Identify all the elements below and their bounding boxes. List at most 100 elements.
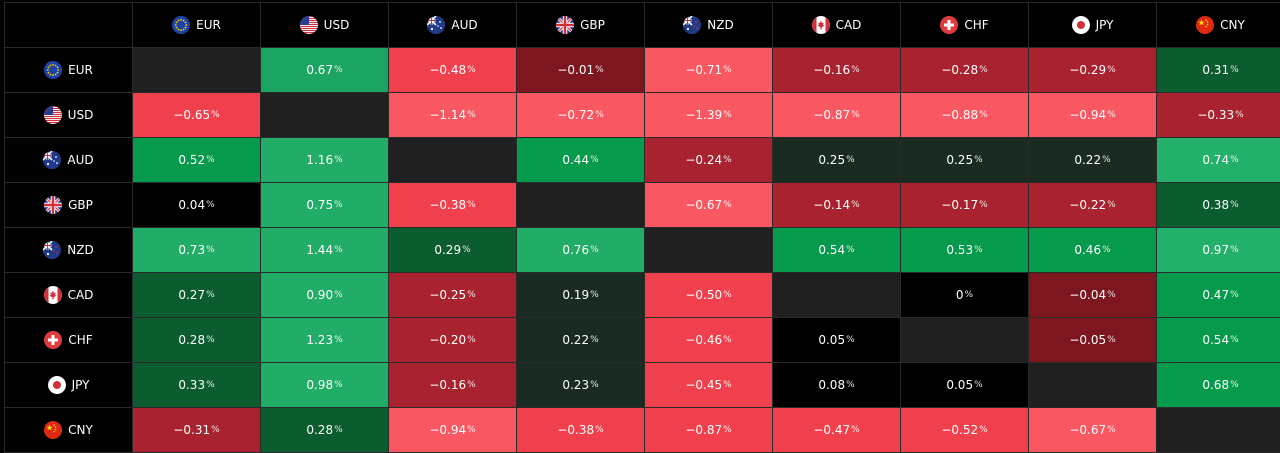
heatmap-cell-gbp-usd[interactable]: 0.75%	[261, 183, 388, 227]
heatmap-cell-cny-eur[interactable]: −0.31%	[133, 408, 260, 452]
row-header-aud[interactable]: AUD	[5, 138, 132, 182]
cell-unit: %	[1107, 290, 1116, 300]
heatmap-cell-cny-jpy[interactable]: −0.67%	[1029, 408, 1156, 452]
column-header-gbp[interactable]: GBP	[517, 3, 644, 47]
heatmap-cell-cny-gbp[interactable]: −0.38%	[517, 408, 644, 452]
heatmap-cell-usd-cad[interactable]: −0.87%	[773, 93, 900, 137]
heatmap-cell-eur-nzd[interactable]: −0.71%	[645, 48, 772, 92]
heatmap-cell-aud-cny[interactable]: 0.74%	[1157, 138, 1280, 182]
heatmap-cell-cny-nzd[interactable]: −0.87%	[645, 408, 772, 452]
column-header-jpy[interactable]: JPY	[1029, 3, 1156, 47]
heatmap-cell-eur-gbp[interactable]: −0.01%	[517, 48, 644, 92]
heatmap-cell-gbp-eur[interactable]: 0.04%	[133, 183, 260, 227]
column-header-cny[interactable]: CNY	[1157, 3, 1280, 47]
heatmap-cell-jpy-chf[interactable]: 0.05%	[901, 363, 1028, 407]
heatmap-cell-cad-cny[interactable]: 0.47%	[1157, 273, 1280, 317]
heatmap-cell-jpy-aud[interactable]: −0.16%	[389, 363, 516, 407]
heatmap-cell-usd-cny[interactable]: −0.33%	[1157, 93, 1280, 137]
heatmap-cell-eur-cad[interactable]: −0.16%	[773, 48, 900, 92]
heatmap-cell-cad-usd[interactable]: 0.90%	[261, 273, 388, 317]
cell-value: 1.23	[306, 333, 334, 347]
ch-flag-icon	[940, 16, 959, 34]
heatmap-cell-nzd-usd[interactable]: 1.44%	[261, 228, 388, 272]
heatmap-cell-nzd-chf[interactable]: 0.53%	[901, 228, 1028, 272]
heatmap-cell-gbp-cny[interactable]: 0.38%	[1157, 183, 1280, 227]
cell-value: 0	[955, 288, 964, 302]
cell-value: 0.74	[1202, 153, 1230, 167]
column-header-cad[interactable]: CAD	[773, 3, 900, 47]
heatmap-cell-gbp-jpy[interactable]: −0.22%	[1029, 183, 1156, 227]
heatmap-cell-chf-nzd[interactable]: −0.46%	[645, 318, 772, 362]
heatmap-cell-jpy-nzd[interactable]: −0.45%	[645, 363, 772, 407]
heatmap-cell-usd-chf[interactable]: −0.88%	[901, 93, 1028, 137]
heatmap-cell-aud-nzd[interactable]: −0.24%	[645, 138, 772, 182]
row-header-cad[interactable]: CAD	[5, 273, 132, 317]
column-header-eur[interactable]: EUR	[133, 3, 260, 47]
heatmap-cell-cad-aud[interactable]: −0.25%	[389, 273, 516, 317]
heatmap-cell-nzd-jpy[interactable]: 0.46%	[1029, 228, 1156, 272]
heatmap-cell-cad-chf[interactable]: 0%	[901, 273, 1028, 317]
row-header-gbp[interactable]: GBP	[5, 183, 132, 227]
heatmap-cell-chf-gbp[interactable]: 0.22%	[517, 318, 644, 362]
cell-value: 1.44	[306, 243, 334, 257]
row-header-chf[interactable]: CHF	[5, 318, 132, 362]
heatmap-cell-eur-usd[interactable]: 0.67%	[261, 48, 388, 92]
heatmap-cell-aud-jpy[interactable]: 0.22%	[1029, 138, 1156, 182]
heatmap-cell-cad-eur[interactable]: 0.27%	[133, 273, 260, 317]
heatmap-cell-jpy-cad[interactable]: 0.08%	[773, 363, 900, 407]
heatmap-cell-usd-gbp[interactable]: −0.72%	[517, 93, 644, 137]
heatmap-cell-usd-eur[interactable]: −0.65%	[133, 93, 260, 137]
heatmap-cell-eur-aud[interactable]: −0.48%	[389, 48, 516, 92]
cell-value: −0.01	[557, 63, 595, 77]
heatmap-cell-cny-aud[interactable]: −0.94%	[389, 408, 516, 452]
heatmap-cell-chf-aud[interactable]: −0.20%	[389, 318, 516, 362]
heatmap-cell-jpy-usd[interactable]: 0.98%	[261, 363, 388, 407]
heatmap-cell-aud-gbp[interactable]: 0.44%	[517, 138, 644, 182]
heatmap-cell-cny-chf[interactable]: −0.52%	[901, 408, 1028, 452]
heatmap-cell-aud-eur[interactable]: 0.52%	[133, 138, 260, 182]
heatmap-cell-gbp-aud[interactable]: −0.38%	[389, 183, 516, 227]
heatmap-cell-cad-gbp[interactable]: 0.19%	[517, 273, 644, 317]
heatmap-cell-nzd-cny[interactable]: 0.97%	[1157, 228, 1280, 272]
heatmap-cell-nzd-cad[interactable]: 0.54%	[773, 228, 900, 272]
heatmap-cell-gbp-cad[interactable]: −0.14%	[773, 183, 900, 227]
heatmap-cell-usd-aud[interactable]: −1.14%	[389, 93, 516, 137]
cell-value: 0.31	[1202, 63, 1230, 77]
heatmap-cell-nzd-gbp[interactable]: 0.76%	[517, 228, 644, 272]
column-header-aud[interactable]: AUD	[389, 3, 516, 47]
column-header-usd[interactable]: USD	[261, 3, 388, 47]
heatmap-cell-chf-cny[interactable]: 0.54%	[1157, 318, 1280, 362]
heatmap-cell-aud-chf[interactable]: 0.25%	[901, 138, 1028, 182]
heatmap-cell-cny-usd[interactable]: 0.28%	[261, 408, 388, 452]
row-header-jpy[interactable]: JPY	[5, 363, 132, 407]
heatmap-cell-chf-usd[interactable]: 1.23%	[261, 318, 388, 362]
column-header-chf[interactable]: CHF	[901, 3, 1028, 47]
heatmap-cell-cny-cad[interactable]: −0.47%	[773, 408, 900, 452]
heatmap-cell-usd-jpy[interactable]: −0.94%	[1029, 93, 1156, 137]
cell-unit: %	[334, 290, 343, 300]
row-header-usd[interactable]: USD	[5, 93, 132, 137]
row-header-eur[interactable]: EUR	[5, 48, 132, 92]
heatmap-cell-chf-jpy[interactable]: −0.05%	[1029, 318, 1156, 362]
heatmap-cell-usd-nzd[interactable]: −1.39%	[645, 93, 772, 137]
heatmap-cell-chf-eur[interactable]: 0.28%	[133, 318, 260, 362]
column-header-nzd[interactable]: NZD	[645, 3, 772, 47]
heatmap-cell-gbp-chf[interactable]: −0.17%	[901, 183, 1028, 227]
heatmap-cell-jpy-eur[interactable]: 0.33%	[133, 363, 260, 407]
heatmap-cell-nzd-eur[interactable]: 0.73%	[133, 228, 260, 272]
heatmap-cell-eur-chf[interactable]: −0.28%	[901, 48, 1028, 92]
heatmap-cell-aud-cad[interactable]: 0.25%	[773, 138, 900, 182]
heatmap-cell-eur-jpy[interactable]: −0.29%	[1029, 48, 1156, 92]
cell-value: 0.44	[562, 153, 590, 167]
heatmap-cell-jpy-gbp[interactable]: 0.23%	[517, 363, 644, 407]
heatmap-cell-chf-cad[interactable]: 0.05%	[773, 318, 900, 362]
heatmap-cell-gbp-nzd[interactable]: −0.67%	[645, 183, 772, 227]
heatmap-cell-aud-usd[interactable]: 1.16%	[261, 138, 388, 182]
heatmap-cell-cad-nzd[interactable]: −0.50%	[645, 273, 772, 317]
row-header-nzd[interactable]: NZD	[5, 228, 132, 272]
heatmap-cell-nzd-aud[interactable]: 0.29%	[389, 228, 516, 272]
heatmap-cell-jpy-cny[interactable]: 0.68%	[1157, 363, 1280, 407]
heatmap-cell-cad-jpy[interactable]: −0.04%	[1029, 273, 1156, 317]
row-header-cny[interactable]: CNY	[5, 408, 132, 452]
heatmap-cell-eur-cny[interactable]: 0.31%	[1157, 48, 1280, 92]
